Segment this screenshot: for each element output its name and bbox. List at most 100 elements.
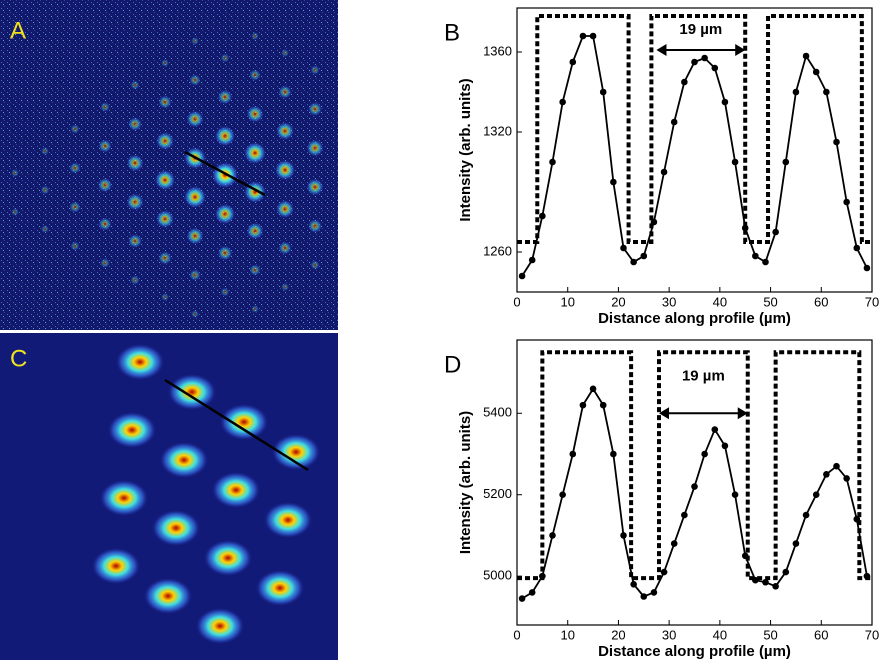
- x-tick-label: 60: [814, 294, 828, 309]
- data-point: [833, 139, 840, 146]
- diffraction-spot: [306, 139, 323, 156]
- data-point: [701, 55, 708, 62]
- y-tick-label: 5400: [483, 405, 512, 420]
- diffraction-spot: [69, 162, 81, 174]
- diffraction-spot: [308, 219, 322, 233]
- diffraction-spot: [184, 186, 206, 208]
- data-point: [843, 199, 850, 206]
- diffraction-spot: [251, 305, 259, 313]
- y-tick-label: 1360: [483, 43, 512, 58]
- data-point: [823, 89, 830, 96]
- diffraction-spot: [278, 85, 291, 98]
- data-point: [762, 259, 769, 266]
- x-tick-label: 10: [560, 294, 574, 309]
- data-point: [701, 451, 708, 458]
- diffraction-spot: [220, 53, 229, 62]
- diffraction-spot: [92, 548, 140, 584]
- data-point: [519, 273, 526, 280]
- diffraction-spot: [251, 32, 259, 40]
- diffraction-spot: [196, 608, 244, 644]
- diffraction-spot: [11, 169, 19, 177]
- diffraction-spot: [189, 74, 201, 86]
- data-point: [864, 265, 871, 272]
- diffraction-spot: [158, 95, 171, 108]
- diffraction-spot: [218, 246, 233, 261]
- diffraction-spot: [41, 147, 49, 155]
- diffraction-spot: [155, 170, 175, 190]
- data-point: [620, 245, 627, 252]
- data-point: [711, 426, 718, 433]
- y-axis-label: Intensity (arb. units): [457, 78, 474, 221]
- diffraction-spot: [281, 49, 289, 57]
- annotation: 19 µm: [679, 21, 722, 38]
- diffraction-spot: [212, 472, 260, 508]
- data-point: [549, 532, 556, 539]
- data-point: [793, 540, 800, 547]
- diffraction-spot: [310, 65, 320, 75]
- diffraction-spot: [70, 124, 80, 134]
- data-point: [711, 65, 718, 72]
- data-point: [529, 589, 536, 596]
- x-tick-label: 50: [763, 294, 777, 309]
- diffraction-spot: [186, 227, 203, 244]
- diffraction-spot: [191, 310, 199, 318]
- diffraction-spot: [189, 269, 201, 281]
- diffraction-spot: [161, 293, 169, 301]
- x-tick-label: 0: [513, 294, 520, 309]
- data-point: [772, 583, 779, 590]
- diffraction-spot: [108, 412, 156, 448]
- diffraction-spot: [204, 540, 252, 576]
- diffraction-spot: [168, 374, 216, 410]
- panel-label: D: [444, 351, 461, 378]
- x-tick-label: 70: [865, 627, 879, 642]
- diffraction-spot: [310, 260, 320, 270]
- diffraction-spot: [126, 154, 143, 171]
- data-point: [813, 69, 820, 76]
- diffraction-spot: [220, 287, 229, 296]
- diffraction-spot: [41, 225, 49, 233]
- data-point: [813, 491, 820, 498]
- x-tick-label: 30: [662, 294, 676, 309]
- data-point: [681, 512, 688, 519]
- figure: A C 010203040506070126013201360Distance …: [0, 0, 884, 660]
- data-point: [752, 253, 759, 260]
- diffraction-spot: [244, 142, 266, 164]
- diffraction-spot: [186, 110, 203, 127]
- data-point: [732, 491, 739, 498]
- data-point: [843, 475, 850, 482]
- diffraction-spot: [215, 126, 235, 146]
- data-point: [580, 402, 587, 409]
- x-tick-label: 0: [513, 627, 520, 642]
- diffraction-spot: [249, 264, 261, 276]
- diffraction-spot: [130, 80, 140, 90]
- diffraction-spot: [276, 200, 294, 218]
- data-point: [651, 589, 658, 596]
- x-axis-label: Distance along profile (µm): [598, 643, 791, 660]
- data-point: [732, 159, 739, 166]
- data-point: [833, 463, 840, 470]
- data-point: [671, 540, 678, 547]
- x-tick-label: 30: [662, 627, 676, 642]
- x-tick-label: 60: [814, 627, 828, 642]
- diffraction-spot: [275, 160, 295, 180]
- data-point: [529, 257, 536, 264]
- diffraction-spot: [98, 139, 111, 152]
- data-point: [782, 569, 789, 576]
- diffraction-spot: [126, 193, 143, 210]
- x-tick-label: 10: [560, 627, 574, 642]
- y-tick-label: 1320: [483, 123, 512, 138]
- diffraction-spot: [191, 37, 199, 45]
- diffraction-spot: [130, 275, 140, 285]
- data-point: [610, 451, 617, 458]
- data-point: [681, 79, 688, 86]
- diffraction-spot: [256, 570, 304, 606]
- diffraction-spot: [100, 102, 110, 112]
- annotation: 19 µm: [682, 368, 725, 385]
- diffraction-spot: [70, 241, 80, 251]
- data-point: [782, 159, 789, 166]
- data-point: [793, 89, 800, 96]
- diffraction-spot: [160, 442, 208, 478]
- diffraction-spot: [161, 59, 169, 67]
- diffraction-spot: [144, 578, 192, 614]
- data-point: [580, 33, 587, 40]
